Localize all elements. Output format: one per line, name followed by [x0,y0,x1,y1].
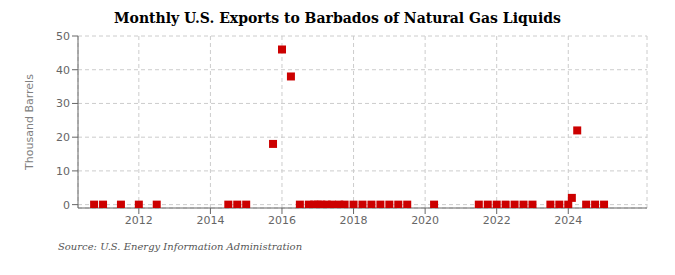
svg-text:50: 50 [56,30,70,43]
svg-text:2018: 2018 [340,214,368,227]
svg-text:Thousand Barrels: Thousand Barrels [23,74,36,171]
svg-text:2022: 2022 [483,214,511,227]
svg-text:40: 40 [56,64,70,77]
svg-text:2014: 2014 [196,214,224,227]
html-text:Monthly U.S. Exports to Barbad: Monthly U.S. Exports to Barbados of Natu… [114,10,561,26]
svg-text:2020: 2020 [411,214,439,227]
svg-text:2016: 2016 [268,214,296,227]
svg-text:20: 20 [56,131,70,144]
svg-text:0: 0 [63,199,70,212]
html-text:Source: U.S. Energy Informatio: Source: U.S. Energy Information Administ… [58,241,303,252]
svg-text:2012: 2012 [125,214,153,227]
svg-text:10: 10 [56,165,70,178]
svg-text:2024: 2024 [554,214,582,227]
svg-text:30: 30 [56,97,70,110]
